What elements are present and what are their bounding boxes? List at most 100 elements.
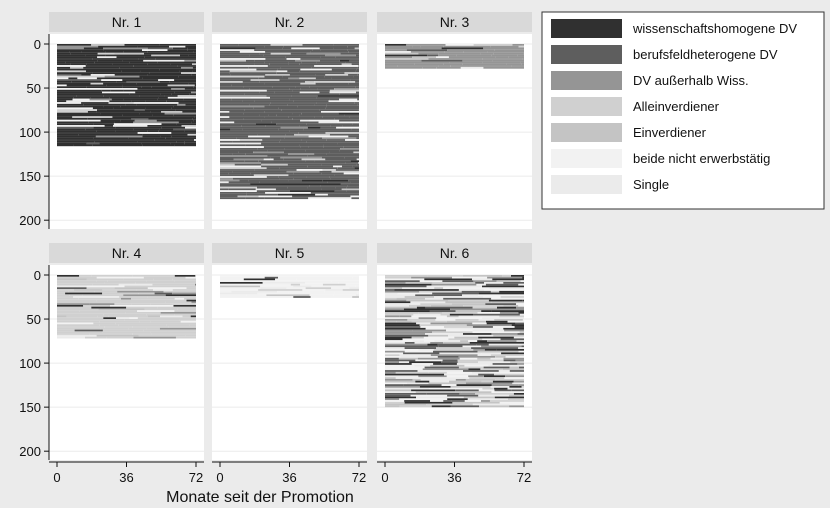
sequence-segment <box>220 193 247 196</box>
sequence-segment <box>93 126 116 129</box>
sequence-segment <box>243 86 273 89</box>
sequence-segment <box>231 84 274 87</box>
sequence-segment <box>443 287 490 290</box>
sequence-segment <box>332 123 353 126</box>
sequence-segment <box>299 63 342 66</box>
sequence-segment <box>322 283 346 286</box>
sequence-segment <box>165 294 196 297</box>
sequence-segment <box>57 103 84 106</box>
sequence-segment <box>326 45 348 48</box>
sequence-segment <box>103 319 125 321</box>
sequence-segment <box>484 375 506 378</box>
sequence-segment <box>145 100 167 103</box>
sequence-segment <box>305 287 332 290</box>
sequence-segment <box>329 98 340 101</box>
legend-label: DV außerhalb Wiss. <box>633 73 749 88</box>
sequence-segment <box>276 70 288 73</box>
sequence-segment <box>358 109 359 111</box>
x-tick-label: 0 <box>216 470 223 485</box>
sequence-segment <box>283 158 302 161</box>
sequence-segment <box>272 86 296 89</box>
sequence-segment <box>229 111 265 113</box>
sequence-segment <box>520 280 524 283</box>
sequence-segment <box>449 61 483 64</box>
sequence-segment <box>385 333 425 335</box>
sequence-segment <box>220 105 265 108</box>
sequence-segment <box>395 371 429 374</box>
sequence-segment <box>519 331 524 334</box>
sequence-segment <box>280 139 302 141</box>
sequence-segment <box>481 380 493 383</box>
legend-swatch <box>551 71 622 90</box>
sequence-segment <box>503 282 524 284</box>
sequence-segment <box>135 91 175 94</box>
sequence-segment <box>290 290 303 293</box>
sequence-segment <box>516 303 524 305</box>
sequence-segment <box>220 276 233 279</box>
sequence-segment <box>405 282 433 284</box>
sequence-segment <box>123 89 171 92</box>
sequence-segment <box>385 280 420 283</box>
sequence-segment <box>309 185 321 187</box>
sequence-segment <box>92 283 119 286</box>
sequence-segment <box>468 340 478 342</box>
sequence-segment <box>443 63 463 66</box>
sequence-segment <box>433 363 457 365</box>
sequence-segment <box>57 297 79 300</box>
sequence-segment <box>420 379 456 381</box>
sequence-block <box>385 44 524 69</box>
sequence-segment <box>459 282 476 284</box>
sequence-segment <box>493 52 524 55</box>
sequence-segment <box>128 111 151 113</box>
sequence-segment <box>147 47 173 50</box>
legend-label: berufsfeldheterogene DV <box>633 47 778 62</box>
sequence-segment <box>273 158 284 161</box>
sequence-segment <box>331 77 359 80</box>
sequence-segment <box>187 133 196 136</box>
sequence-segment <box>335 56 359 59</box>
sequence-segment <box>443 342 470 344</box>
sequence-segment <box>254 169 297 171</box>
sequence-segment <box>490 354 507 357</box>
sequence-segment <box>152 283 184 286</box>
sequence-segment <box>116 317 130 320</box>
sequence-segment <box>124 319 137 321</box>
sequence-segment <box>461 45 491 48</box>
sequence-segment <box>104 125 114 127</box>
sequence-segment <box>385 299 407 302</box>
sequence-segment <box>128 137 166 140</box>
sequence-segment <box>419 386 451 388</box>
sequence-segment <box>290 54 326 57</box>
sequence-segment <box>89 333 133 335</box>
sequence-segment <box>57 306 66 309</box>
sequence-segment <box>57 82 91 85</box>
sequence-segment <box>322 179 349 182</box>
sequence-segment <box>343 172 359 175</box>
sequence-segment <box>289 107 326 110</box>
sequence-segment <box>57 312 82 314</box>
sequence-segment <box>299 167 338 170</box>
sequence-segment <box>427 343 438 346</box>
sequence-segment <box>518 350 524 353</box>
sequence-segment <box>231 160 245 163</box>
sequence-segment <box>182 315 191 318</box>
sequence-segment <box>319 91 330 94</box>
sequence-segment <box>503 357 524 360</box>
sequence-segment <box>183 283 196 286</box>
sequence-segment <box>89 303 115 305</box>
sequence-segment <box>220 190 257 192</box>
sequence-segment <box>289 88 301 90</box>
sequence-segment <box>278 276 322 279</box>
sequence-segment <box>345 139 359 141</box>
sequence-segment <box>192 63 196 66</box>
sequence-segment <box>57 91 102 94</box>
sequence-segment <box>301 139 327 141</box>
sequence-segment <box>220 93 245 96</box>
sequence-segment <box>220 177 233 180</box>
sequence-segment <box>220 188 229 191</box>
sequence-segment <box>266 167 280 170</box>
sequence-segment <box>264 105 298 108</box>
sequence-segment <box>310 296 353 298</box>
sequence-segment <box>258 195 293 198</box>
sequence-segment <box>238 151 254 154</box>
